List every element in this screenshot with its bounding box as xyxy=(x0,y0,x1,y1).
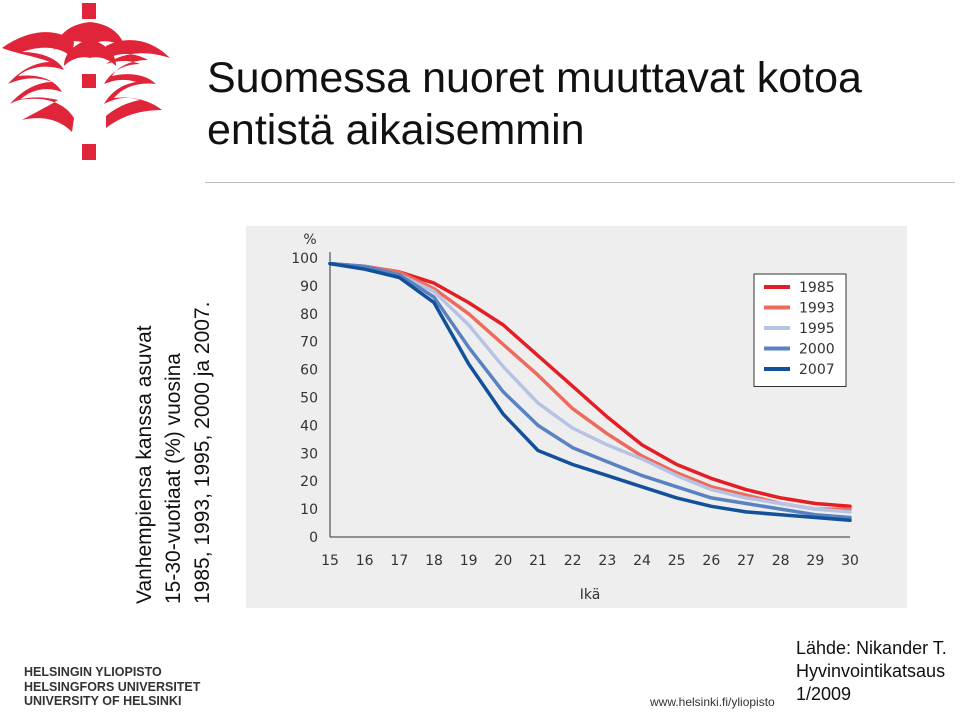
y-tick-label: 60 xyxy=(300,363,318,379)
x-tick-label: 16 xyxy=(356,553,374,569)
logo-bottom-block xyxy=(82,144,96,160)
x-tick-label: 23 xyxy=(598,553,616,569)
legend-label-1995: 1995 xyxy=(799,321,835,337)
legend-label-2007: 2007 xyxy=(799,362,835,378)
series-line-1985 xyxy=(328,261,852,509)
y-axis-label: % xyxy=(303,232,316,248)
x-tick-label: 17 xyxy=(390,553,408,569)
x-tick-label: 30 xyxy=(841,553,859,569)
legend-label-1993: 1993 xyxy=(799,301,835,317)
y-tick-label: 50 xyxy=(300,391,318,407)
y-tick-label: 70 xyxy=(300,335,318,351)
logo-top-flame xyxy=(54,22,126,66)
chart-panel: 0 10 20 30 40 50 60 70 80 90 100 15 16 17 18 19 20 21 22 23… xyxy=(246,226,907,608)
series-line-2000 xyxy=(328,261,852,520)
legend-label-1985: 1985 xyxy=(799,280,835,296)
series-line-2007 xyxy=(328,261,852,523)
university-wordmark: HELSINGIN YLIOPISTO HELSINGFORS UNIVERSI… xyxy=(24,665,200,709)
description-line-1: Vanhempiensa kanssa asuvat xyxy=(133,325,156,604)
x-tick-label: 26 xyxy=(702,553,720,569)
x-tick-label: 15 xyxy=(321,553,339,569)
x-tick-label: 18 xyxy=(425,553,443,569)
logo-left-flame xyxy=(2,32,74,132)
helsinki-university-logo xyxy=(2,3,170,160)
x-axis-label: Ikä xyxy=(580,587,601,603)
source-line-3: 1/2009 xyxy=(796,684,852,704)
series-line-1995 xyxy=(328,261,852,514)
line-chart: 0 10 20 30 40 50 60 70 80 90 100 15 16 17 18 19 20 21 22 23… xyxy=(291,232,859,603)
x-tick-label: 21 xyxy=(529,553,547,569)
x-tick-label: 20 xyxy=(494,553,512,569)
university-name-fi: HELSINGIN YLIOPISTO xyxy=(24,665,162,679)
x-tick-label: 22 xyxy=(564,553,582,569)
source-line-1: Lähde: Nikander T. xyxy=(796,638,947,658)
source-line-2: Hyvinvointikatsaus xyxy=(796,661,946,681)
x-tick-label: 24 xyxy=(633,553,651,569)
logo-center-square xyxy=(82,74,96,88)
source-citation: Lähde: Nikander T. Hyvinvointikatsaus 1/… xyxy=(796,637,947,706)
y-tick-label: 40 xyxy=(300,418,318,434)
slide-title: Suomessa nuoret muuttavat kotoa entistä … xyxy=(207,54,862,154)
y-tick-label: 20 xyxy=(300,474,318,490)
x-tick-label: 19 xyxy=(460,553,478,569)
logo-top-block xyxy=(82,3,96,19)
university-url: www.helsinki.fi/yliopisto xyxy=(650,695,775,709)
logo-right-flame xyxy=(104,40,170,128)
legend-label-2000: 2000 xyxy=(799,342,835,358)
x-tick-label: 29 xyxy=(806,553,824,569)
university-name-sv: HELSINGFORS UNIVERSITET xyxy=(24,679,201,694)
description-line-2: 15-30-vuotiaat (%) vuosina xyxy=(162,353,185,604)
y-tick-label: 0 xyxy=(309,530,318,546)
y-tick-label: 100 xyxy=(291,251,318,267)
y-tick-label: 80 xyxy=(300,307,318,323)
description-line-3: 1985, 1993, 1995, 2000 ja 2007. xyxy=(191,301,214,604)
x-tick-label: 28 xyxy=(772,553,790,569)
x-tick-label: 27 xyxy=(737,553,755,569)
university-name-en: UNIVERSITY OF HELSINKI xyxy=(24,694,182,708)
y-tick-label: 30 xyxy=(300,446,318,462)
y-tick-label: 10 xyxy=(300,502,318,518)
title-divider xyxy=(205,182,955,183)
x-tick-label: 25 xyxy=(668,553,686,569)
chart-description: Vanhempiensa kanssa asuvat 15-30-vuotiaa… xyxy=(130,214,220,604)
y-tick-label: 90 xyxy=(300,279,318,295)
